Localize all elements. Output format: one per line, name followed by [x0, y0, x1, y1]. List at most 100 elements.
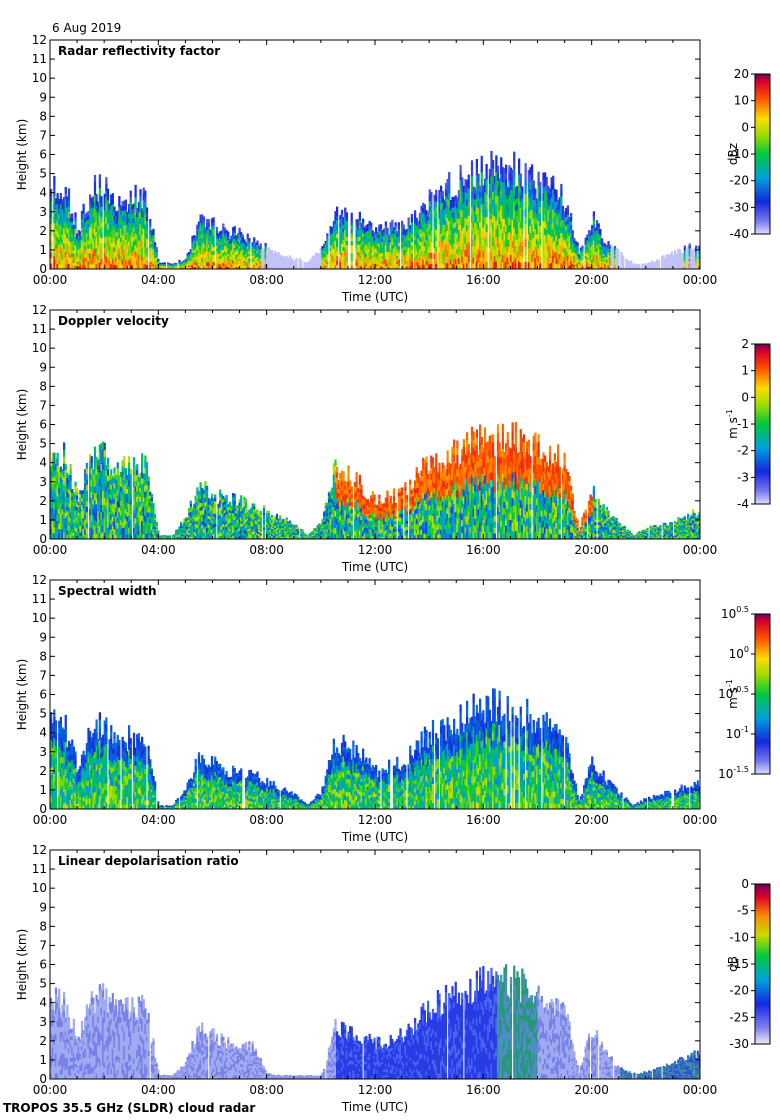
- data-cell: [225, 266, 228, 269]
- data-cell: [440, 233, 443, 240]
- data-cell: [128, 245, 131, 251]
- data-cell: [573, 258, 576, 261]
- data-cell: [415, 250, 418, 255]
- data-cell: [500, 245, 503, 254]
- data-cell: [630, 266, 633, 268]
- data-cell: [272, 261, 275, 263]
- data-cell: [410, 245, 413, 250]
- data-cell: [194, 261, 197, 265]
- data-cell: [66, 243, 69, 249]
- data-cell: [394, 258, 397, 263]
- data-cell: [480, 171, 483, 181]
- data-cell: [259, 258, 262, 261]
- data-cell: [594, 254, 597, 258]
- data-cell: [144, 224, 147, 231]
- data-cell: [298, 258, 301, 261]
- data-cell: [527, 184, 530, 192]
- data-cell: [589, 241, 592, 245]
- panel-1: Radar reflectivity factor012345678910111…: [15, 33, 771, 304]
- data-cell: [219, 252, 222, 257]
- data-cell: [308, 267, 311, 269]
- data-cell: [438, 212, 441, 219]
- data-cell: [498, 223, 501, 231]
- data-cell: [548, 251, 552, 258]
- data-cell: [488, 176, 491, 184]
- data-cell: [121, 215, 124, 221]
- data-cell: [319, 262, 322, 265]
- data-cell: [405, 228, 409, 233]
- data-cell: [360, 229, 363, 234]
- data-cell: [154, 261, 157, 264]
- data-cell: [131, 236, 134, 242]
- data-cell: [557, 244, 560, 250]
- data-cell: [397, 252, 400, 257]
- data-cell: [414, 222, 417, 228]
- data-cell: [233, 226, 236, 230]
- data-cell: [324, 256, 327, 260]
- data-cell: [675, 258, 678, 260]
- data-cell: [89, 258, 92, 265]
- data-cell: [54, 233, 58, 240]
- data-cell: [384, 224, 387, 229]
- data-cell: [514, 239, 517, 247]
- data-cell: [150, 260, 153, 264]
- data-cell: [388, 256, 391, 260]
- data-cell: [336, 215, 339, 221]
- data-cell: [129, 196, 132, 203]
- data-cell: [272, 267, 275, 269]
- data-cell: [116, 218, 119, 224]
- data-cell: [134, 202, 137, 210]
- data-cell: [409, 228, 412, 232]
- data-cell: [142, 263, 145, 269]
- data-cell: [100, 211, 103, 218]
- data-cell: [145, 255, 149, 261]
- data-cell: [254, 246, 257, 249]
- data-cell: [58, 203, 61, 210]
- data-cell: [581, 245, 584, 248]
- data-cell: [53, 229, 56, 237]
- data-cell: [204, 245, 207, 249]
- data-cell: [93, 188, 97, 196]
- data-cell: [496, 246, 500, 255]
- data-cell: [220, 236, 223, 240]
- data-cell: [59, 247, 62, 254]
- data-cell: [64, 216, 67, 223]
- data-cell: [141, 260, 144, 266]
- data-cell: [555, 240, 558, 247]
- data-cell: [470, 191, 474, 200]
- data-cell: [446, 211, 449, 219]
- data-cell: [571, 249, 574, 253]
- data-cell: [550, 262, 553, 269]
- data-cell: [290, 260, 293, 262]
- data-cell: [552, 249, 555, 257]
- data-cell: [418, 252, 422, 258]
- data-cell: [519, 187, 522, 195]
- data-cell: [366, 243, 370, 248]
- data-cell: [669, 260, 672, 263]
- data-cell: [362, 232, 365, 238]
- data-cell: [77, 232, 80, 237]
- data-cell: [604, 252, 607, 255]
- data-cell: [675, 263, 678, 266]
- data-cell: [206, 226, 209, 231]
- data-cell: [284, 260, 287, 262]
- data-cell: [667, 255, 670, 258]
- data-cell: [669, 256, 672, 258]
- data-cell: [490, 218, 493, 228]
- data-cell: [534, 240, 537, 247]
- data-cell: [193, 235, 196, 239]
- data-cell: [310, 259, 313, 261]
- data-cell: [667, 258, 670, 261]
- data-cell: [477, 255, 480, 263]
- data-cell: [139, 263, 142, 269]
- data-cell: [261, 253, 264, 255]
- data-cell: [568, 239, 571, 244]
- data-cell: [269, 267, 272, 269]
- data-cell: [155, 261, 158, 264]
- data-cell: [196, 227, 199, 232]
- data-cell: [282, 261, 285, 264]
- data-cell: [332, 231, 335, 236]
- data-cell: [371, 244, 374, 248]
- data-cell: [295, 262, 298, 264]
- data-cell: [404, 243, 407, 248]
